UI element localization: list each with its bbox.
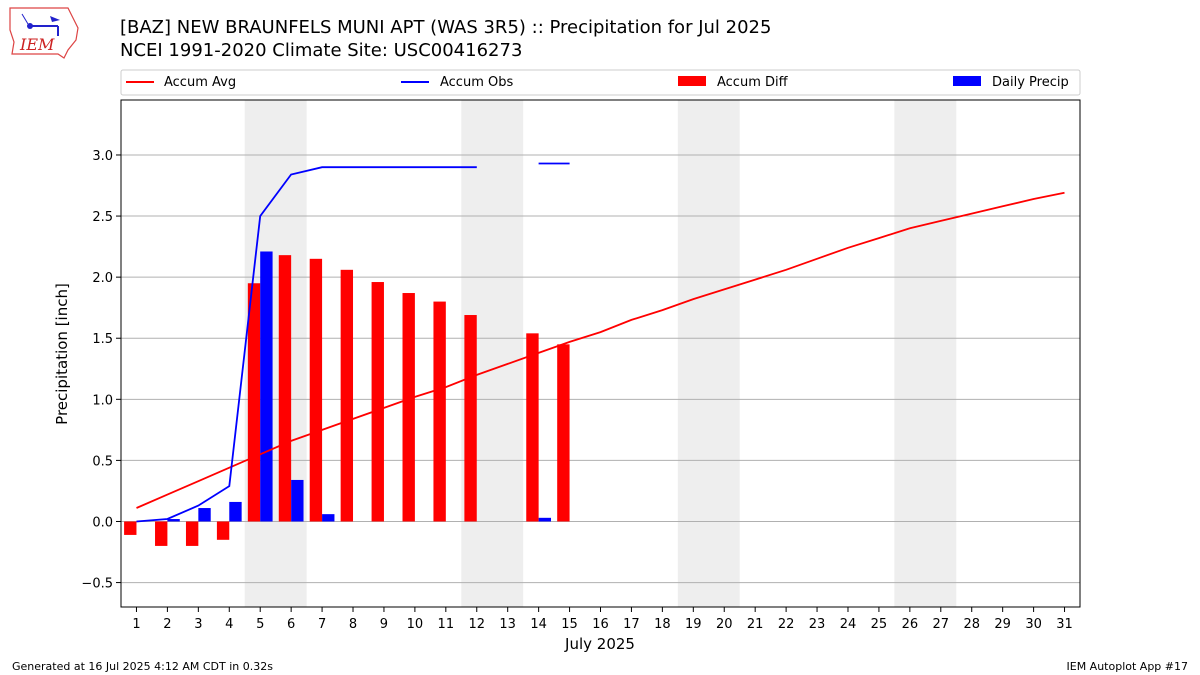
legend-swatch-daily-precip <box>953 76 981 86</box>
bar-accum-diff <box>247 283 261 522</box>
weekend-shading <box>244 100 957 607</box>
iem-logo: IEM <box>9 7 79 59</box>
y-tick-label: 0.0 <box>92 515 113 530</box>
bar-accum-diff <box>402 293 415 522</box>
bar-daily-precip <box>260 251 273 522</box>
chart-subtitle: NCEI 1991-2020 Climate Site: USC00416273 <box>120 40 523 61</box>
x-tick-label: 19 <box>685 617 702 632</box>
chart-title: [BAZ] NEW BRAUNFELS MUNI APT (WAS 3R5) :… <box>120 17 772 38</box>
y-tick-label: 1.5 <box>92 332 113 347</box>
bar-accum-diff <box>464 315 477 522</box>
y-tick-label: 2.5 <box>92 210 113 225</box>
bar-accum-diff <box>526 333 539 522</box>
x-tick-label: 9 <box>380 617 388 632</box>
y-tick-label: 2.0 <box>92 271 113 286</box>
x-tick-label: 27 <box>933 617 950 632</box>
x-tick-label: 24 <box>840 617 857 632</box>
y-axis-ticks: −0.5 0.0 0.5 1.0 1.5 2.0 2.5 3.0 <box>81 149 121 592</box>
x-tick-label: 12 <box>468 617 485 632</box>
x-tick-label: 13 <box>499 617 516 632</box>
x-tick-label: 14 <box>530 617 547 632</box>
bar-daily-precip <box>322 514 335 522</box>
x-tick-label: 5 <box>256 617 264 632</box>
legend-label-accum-diff: Accum Diff <box>717 75 789 90</box>
y-tick-label: 3.0 <box>92 149 113 164</box>
x-tick-label: 1 <box>132 617 140 632</box>
generated-timestamp: Generated at 16 Jul 2025 4:12 AM CDT in … <box>12 660 273 673</box>
x-tick-label: 4 <box>225 617 233 632</box>
x-tick-label: 6 <box>287 617 295 632</box>
x-tick-label: 28 <box>963 617 980 632</box>
x-tick-label: 3 <box>194 617 202 632</box>
bar-accum-diff <box>371 282 384 522</box>
logo-text: IEM <box>19 35 55 54</box>
bars <box>124 251 570 546</box>
bar-accum-diff <box>216 521 230 540</box>
x-tick-label: 26 <box>902 617 919 632</box>
iowa-outline-icon <box>9 7 79 59</box>
x-tick-label: 11 <box>438 617 455 632</box>
x-tick-label: 7 <box>318 617 326 632</box>
y-axis-label: Precipitation [inch] <box>53 283 71 425</box>
x-tick-label: 29 <box>994 617 1011 632</box>
x-tick-label: 18 <box>654 617 671 632</box>
x-tick-label: 31 <box>1056 617 1073 632</box>
bar-accum-diff <box>278 255 292 522</box>
bar-daily-precip <box>167 519 180 522</box>
x-axis-ticks: 1 2 3 4 5 6 7 8 9 10 11 12 13 14 15 16 17 18 19 20 21 22 23 24 2… <box>132 607 1073 632</box>
x-tick-label: 20 <box>716 617 733 632</box>
legend-label-accum-avg: Accum Avg <box>164 75 236 90</box>
x-tick-label: 21 <box>747 617 764 632</box>
x-tick-label: 15 <box>561 617 578 632</box>
weekend-band <box>894 100 957 607</box>
legend-swatch-accum-diff <box>678 76 706 86</box>
x-axis-label: July 2025 <box>564 635 635 653</box>
lines <box>136 162 1065 523</box>
bar-accum-diff <box>185 521 199 546</box>
legend-label-daily-precip: Daily Precip <box>992 75 1069 90</box>
bar-accum-diff <box>124 521 137 535</box>
bar-accum-diff <box>433 301 446 522</box>
legend-box <box>120 69 1081 96</box>
x-tick-label: 10 <box>407 617 424 632</box>
line-accum-obs <box>136 166 477 523</box>
x-tick-label: 23 <box>809 617 826 632</box>
legend: Accum Avg Accum Obs Accum Diff Daily Pre… <box>120 69 1081 96</box>
y-tick-label: 1.0 <box>92 393 113 408</box>
x-tick-label: 30 <box>1025 617 1042 632</box>
bar-daily-precip <box>229 501 242 522</box>
y-tick-label: 0.5 <box>92 454 113 469</box>
x-tick-label: 2 <box>163 617 171 632</box>
x-tick-label: 16 <box>592 617 609 632</box>
y-tick-label: −0.5 <box>81 577 113 592</box>
bar-accum-diff <box>557 344 570 522</box>
x-tick-label: 8 <box>349 617 357 632</box>
x-tick-label: 25 <box>871 617 888 632</box>
legend-label-accum-obs: Accum Obs <box>440 75 513 90</box>
x-tick-label: 22 <box>778 617 795 632</box>
line-accum-avg <box>136 191 1065 509</box>
weekend-band <box>677 100 740 607</box>
bar-daily-precip <box>538 517 552 522</box>
x-tick-label: 17 <box>623 617 640 632</box>
app-credit: IEM Autoplot App #17 <box>1066 660 1189 673</box>
bar-accum-diff <box>155 521 168 546</box>
bar-daily-precip <box>291 479 304 522</box>
bar-accum-diff <box>309 258 323 522</box>
bar-accum-diff <box>340 269 354 522</box>
bar-daily-precip <box>198 508 211 522</box>
